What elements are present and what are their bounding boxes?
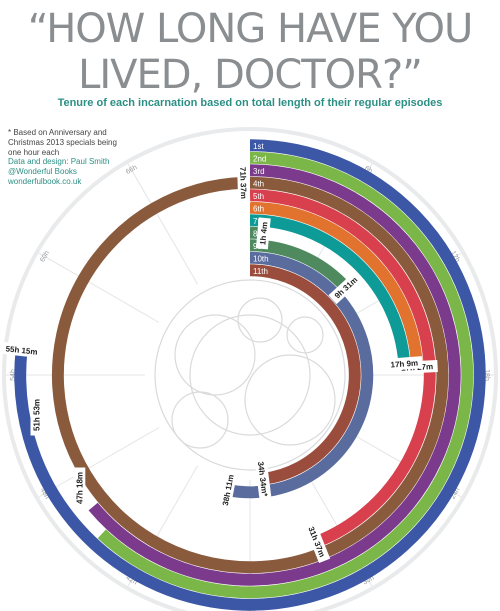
value-tag-4th: 71h 37m	[236, 162, 251, 204]
series-label-3rd: 3rd	[253, 167, 265, 176]
tick-label-30h: 30h	[362, 575, 376, 587]
value-label-7th: 17h 9m	[390, 358, 418, 369]
series-label-5th: 5th	[253, 192, 264, 201]
series-label-2nd: 2nd	[253, 154, 266, 163]
ring-10th	[226, 251, 374, 499]
tick-label-42h: 42h	[124, 575, 138, 587]
extra-tag-1: 47h 18m	[73, 467, 86, 509]
extra-tag-bg-1	[73, 467, 86, 509]
chart-title: “HOW LONG HAVE YOU LIVED, DOCTOR?”	[0, 6, 500, 98]
gallifreyan-circle-3	[237, 297, 283, 343]
gallifreyan-circle-0	[154, 279, 346, 471]
value-tag-bg-11th	[254, 455, 272, 503]
tick-line-48h	[38, 427, 160, 498]
value-tag-bg-10th	[218, 468, 238, 512]
value-tag-11th: 34h 34m*	[254, 455, 272, 503]
value-tag-bg-1st	[0, 341, 43, 359]
tick-label-54h: 54h	[10, 369, 17, 381]
value-tag-bg-5th	[303, 520, 331, 564]
extra-label-0: 51h 53m	[33, 399, 42, 431]
tick-label-66h: 66h	[125, 164, 139, 176]
value-tag-1st: 55h 15m	[0, 341, 43, 359]
tick-label-60h: 60h	[39, 250, 51, 264]
ring-3rd	[88, 164, 461, 586]
title-line-1: “HOW LONG HAVE YOU	[27, 6, 474, 52]
value-label-1st: 55h 15m	[5, 344, 38, 356]
value-tag-bg-4th	[236, 162, 251, 204]
ring-7th	[249, 214, 411, 364]
ring-2nd	[97, 151, 474, 599]
ring-11th	[249, 264, 361, 485]
tick-label-48h: 48h	[39, 487, 51, 501]
series-label-4th: 4th	[253, 179, 264, 188]
value-tag-7th: 17h 9m	[385, 356, 423, 371]
gallifreyan-circle-5	[286, 316, 324, 354]
gallifreyan-circle-6	[189, 314, 311, 436]
series-label-9th: 9th	[253, 242, 264, 251]
tick-label-12h: 12h	[449, 250, 461, 264]
value-tag-10th: 38h 11m	[218, 468, 238, 512]
series-label-11th: 11th	[253, 267, 268, 276]
value-tag-bg-7th	[385, 356, 423, 371]
extra-tag-bg-0	[30, 394, 43, 436]
ring-5th	[249, 189, 436, 548]
ring-1st	[14, 139, 486, 611]
gallifreyan-circle-1	[174, 314, 256, 396]
footnote: * Based on Anniversary and Christmas 201…	[8, 128, 117, 157]
credit-text: Data and design: Paul Smith @Wonderful B…	[8, 157, 110, 176]
ring-6th	[249, 201, 424, 368]
tick-line-66h	[127, 163, 198, 285]
value-tag-bg-9th	[328, 270, 364, 305]
tick-label-18h: 18h	[483, 369, 490, 381]
tick-label-6h: 6h	[363, 165, 373, 175]
value-label-11th: 34h 34m*	[256, 461, 269, 498]
tick-line-60h	[38, 252, 160, 323]
gallifreyan-circle-4	[171, 391, 229, 449]
value-tag-8th: 1h 4m	[255, 217, 271, 250]
extra-tag-0: 51h 53m	[30, 394, 43, 436]
title-line-2: LIVED, DOCTOR?”	[78, 52, 423, 98]
incarnation-rings	[14, 139, 486, 611]
ring-4th	[51, 176, 449, 574]
gallifreyan-circle-2	[244, 354, 336, 446]
series-label-1st: 1st	[253, 142, 264, 151]
value-label-4th: 71h 37m	[238, 167, 248, 199]
value-tag-bg-8th	[255, 217, 271, 250]
value-label-8th: 1h 4m	[258, 222, 269, 246]
chart-subtitle: Tenure of each incarnation based on tota…	[57, 97, 443, 109]
series-label-10th: 10th	[253, 254, 269, 263]
website-text: wonderfulbook.co.uk	[8, 177, 82, 186]
series-label-6th: 6th	[253, 204, 264, 213]
tick-label-24h: 24h	[450, 487, 462, 501]
extra-label-1: 47h 18m	[75, 472, 84, 504]
